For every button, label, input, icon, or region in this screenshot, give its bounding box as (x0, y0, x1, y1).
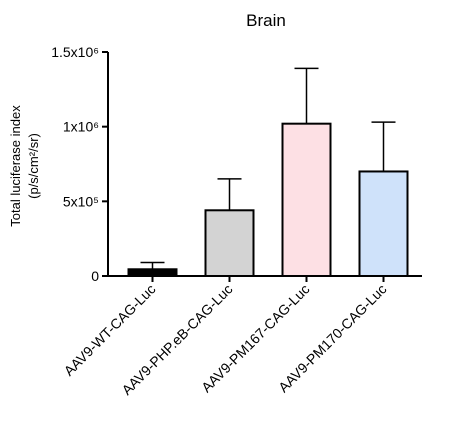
y-axis-label-line2: (p/s/cm²/sr) (26, 133, 41, 199)
bar (281, 122, 332, 278)
bar (204, 209, 255, 277)
y-axis-label: Total luciferase index (p/s/cm²/sr) (8, 105, 41, 227)
bar (127, 268, 178, 277)
y-tick-label: 1.5x10⁶ (51, 44, 99, 60)
y-tick-label: 1x10⁶ (63, 119, 99, 135)
y-tick-label: 5x10⁵ (63, 193, 99, 209)
chart-title: Brain (246, 11, 286, 30)
y-tick-label: 0 (91, 268, 99, 284)
bar (358, 170, 409, 277)
y-axis-label-line1: Total luciferase index (8, 105, 23, 227)
plot-area: 05x10⁵1x10⁶1.5x10⁶AAV9-WT-CAG-LucAAV9-PH… (51, 44, 422, 398)
